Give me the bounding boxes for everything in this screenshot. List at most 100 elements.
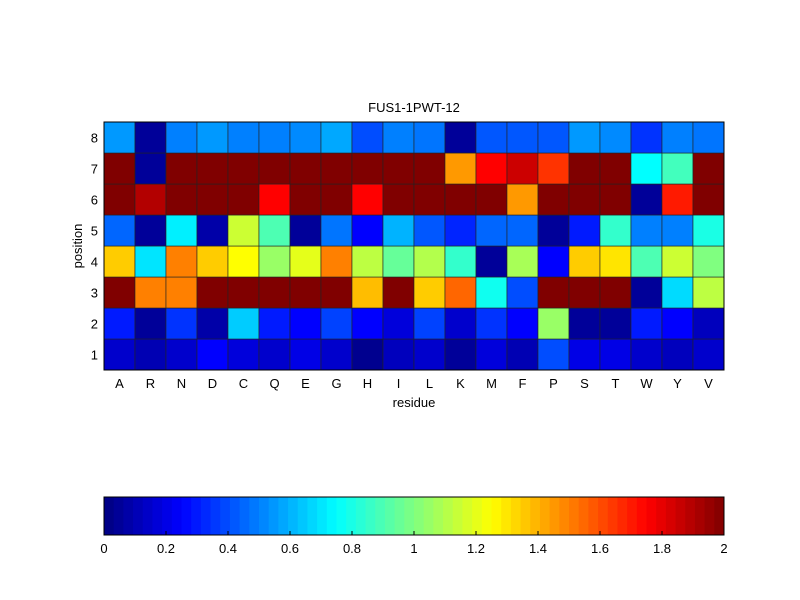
cell-C-8 [227, 121, 260, 154]
cell-S-5 [568, 214, 601, 247]
colorbar-band [113, 497, 124, 535]
cell-V-8 [692, 121, 725, 154]
y-tick-label: 3 [91, 286, 98, 301]
cell-T-3 [599, 276, 632, 309]
cell-E-2 [289, 307, 322, 340]
cell-V-2 [692, 307, 725, 340]
cell-R-6 [134, 183, 167, 216]
colorbar-band [384, 497, 396, 535]
colorbar-band [365, 497, 376, 535]
colorbar-band [607, 497, 618, 535]
cell-P-6 [537, 183, 570, 216]
y-tick-label: 5 [91, 224, 98, 239]
cell-N-4 [165, 245, 198, 278]
cell-I-2 [382, 307, 415, 340]
cell-E-6 [289, 183, 322, 216]
colorbar-tick-label: 0.4 [219, 541, 237, 556]
cell-C-4 [227, 245, 260, 278]
cell-Q-5 [258, 214, 291, 247]
colorbar-band [200, 497, 212, 535]
colorbar-band [394, 497, 405, 535]
cell-H-4 [351, 245, 384, 278]
y-tick-labels: 1 2 3 4 5 6 7 8 [91, 131, 98, 363]
cell-F-3 [506, 276, 539, 309]
cell-A-2 [103, 307, 136, 340]
cell-C-2 [227, 307, 260, 340]
cell-A-6 [103, 183, 136, 216]
x-tick-label: M [486, 376, 497, 391]
colorbar-band [559, 497, 570, 535]
cell-Y-8 [661, 121, 694, 154]
cell-N-3 [165, 276, 198, 309]
cell-S-1 [568, 338, 601, 371]
colorbar-tick-label: 0.8 [343, 541, 361, 556]
cell-W-5 [630, 214, 663, 247]
cell-R-3 [134, 276, 167, 309]
cell-T-2 [599, 307, 632, 340]
x-tick-label: C [239, 376, 248, 391]
cell-L-1 [413, 338, 446, 371]
colorbar-band [462, 497, 473, 535]
cell-A-4 [103, 245, 136, 278]
cell-V-7 [692, 152, 725, 185]
cell-W-6 [630, 183, 663, 216]
cell-N-6 [165, 183, 198, 216]
cell-M-3 [475, 276, 508, 309]
cell-T-1 [599, 338, 632, 371]
colorbar-band [491, 497, 502, 535]
cell-K-5 [444, 214, 477, 247]
cell-L-5 [413, 214, 446, 247]
cell-G-7 [320, 152, 353, 185]
cell-E-8 [289, 121, 322, 154]
cell-W-7 [630, 152, 663, 185]
colorbar-band [501, 497, 512, 535]
cell-W-1 [630, 338, 663, 371]
cell-W-2 [630, 307, 663, 340]
cell-R-5 [134, 214, 167, 247]
colorbar-band [472, 497, 483, 535]
y-tick-label: 2 [91, 317, 98, 332]
cell-S-8 [568, 121, 601, 154]
cell-F-1 [506, 338, 539, 371]
colorbar-band [191, 497, 202, 535]
cell-H-5 [351, 214, 384, 247]
cell-P-7 [537, 152, 570, 185]
y-tick-label: 4 [91, 255, 98, 270]
cell-I-7 [382, 152, 415, 185]
cell-C-5 [227, 214, 260, 247]
colorbar-band [617, 497, 628, 535]
y-tick-label: 6 [91, 193, 98, 208]
cell-G-3 [320, 276, 353, 309]
cell-T-8 [599, 121, 632, 154]
cell-K-4 [444, 245, 477, 278]
cell-P-4 [537, 245, 570, 278]
cell-I-6 [382, 183, 415, 216]
cell-G-1 [320, 338, 353, 371]
cell-E-5 [289, 214, 322, 247]
colorbar-band [520, 497, 531, 535]
cell-K-3 [444, 276, 477, 309]
cell-R-1 [134, 338, 167, 371]
cell-G-2 [320, 307, 353, 340]
cell-T-6 [599, 183, 632, 216]
cell-S-4 [568, 245, 601, 278]
colorbar-band [636, 497, 647, 535]
colorbar-tick-label: 1.8 [653, 541, 671, 556]
colorbar-band [578, 497, 589, 535]
cell-M-7 [475, 152, 508, 185]
cell-L-6 [413, 183, 446, 216]
colorbar-band [297, 497, 308, 535]
colorbar-band [123, 497, 134, 535]
cell-L-4 [413, 245, 446, 278]
colorbar-band [181, 497, 192, 535]
cell-L-2 [413, 307, 446, 340]
colorbar-band [220, 497, 231, 535]
cell-C-3 [227, 276, 260, 309]
cell-M-1 [475, 338, 508, 371]
cell-Q-1 [258, 338, 291, 371]
cell-G-8 [320, 121, 353, 154]
cell-F-5 [506, 214, 539, 247]
colorbar-band [627, 497, 638, 535]
cell-V-4 [692, 245, 725, 278]
colorbar-band [452, 497, 463, 535]
